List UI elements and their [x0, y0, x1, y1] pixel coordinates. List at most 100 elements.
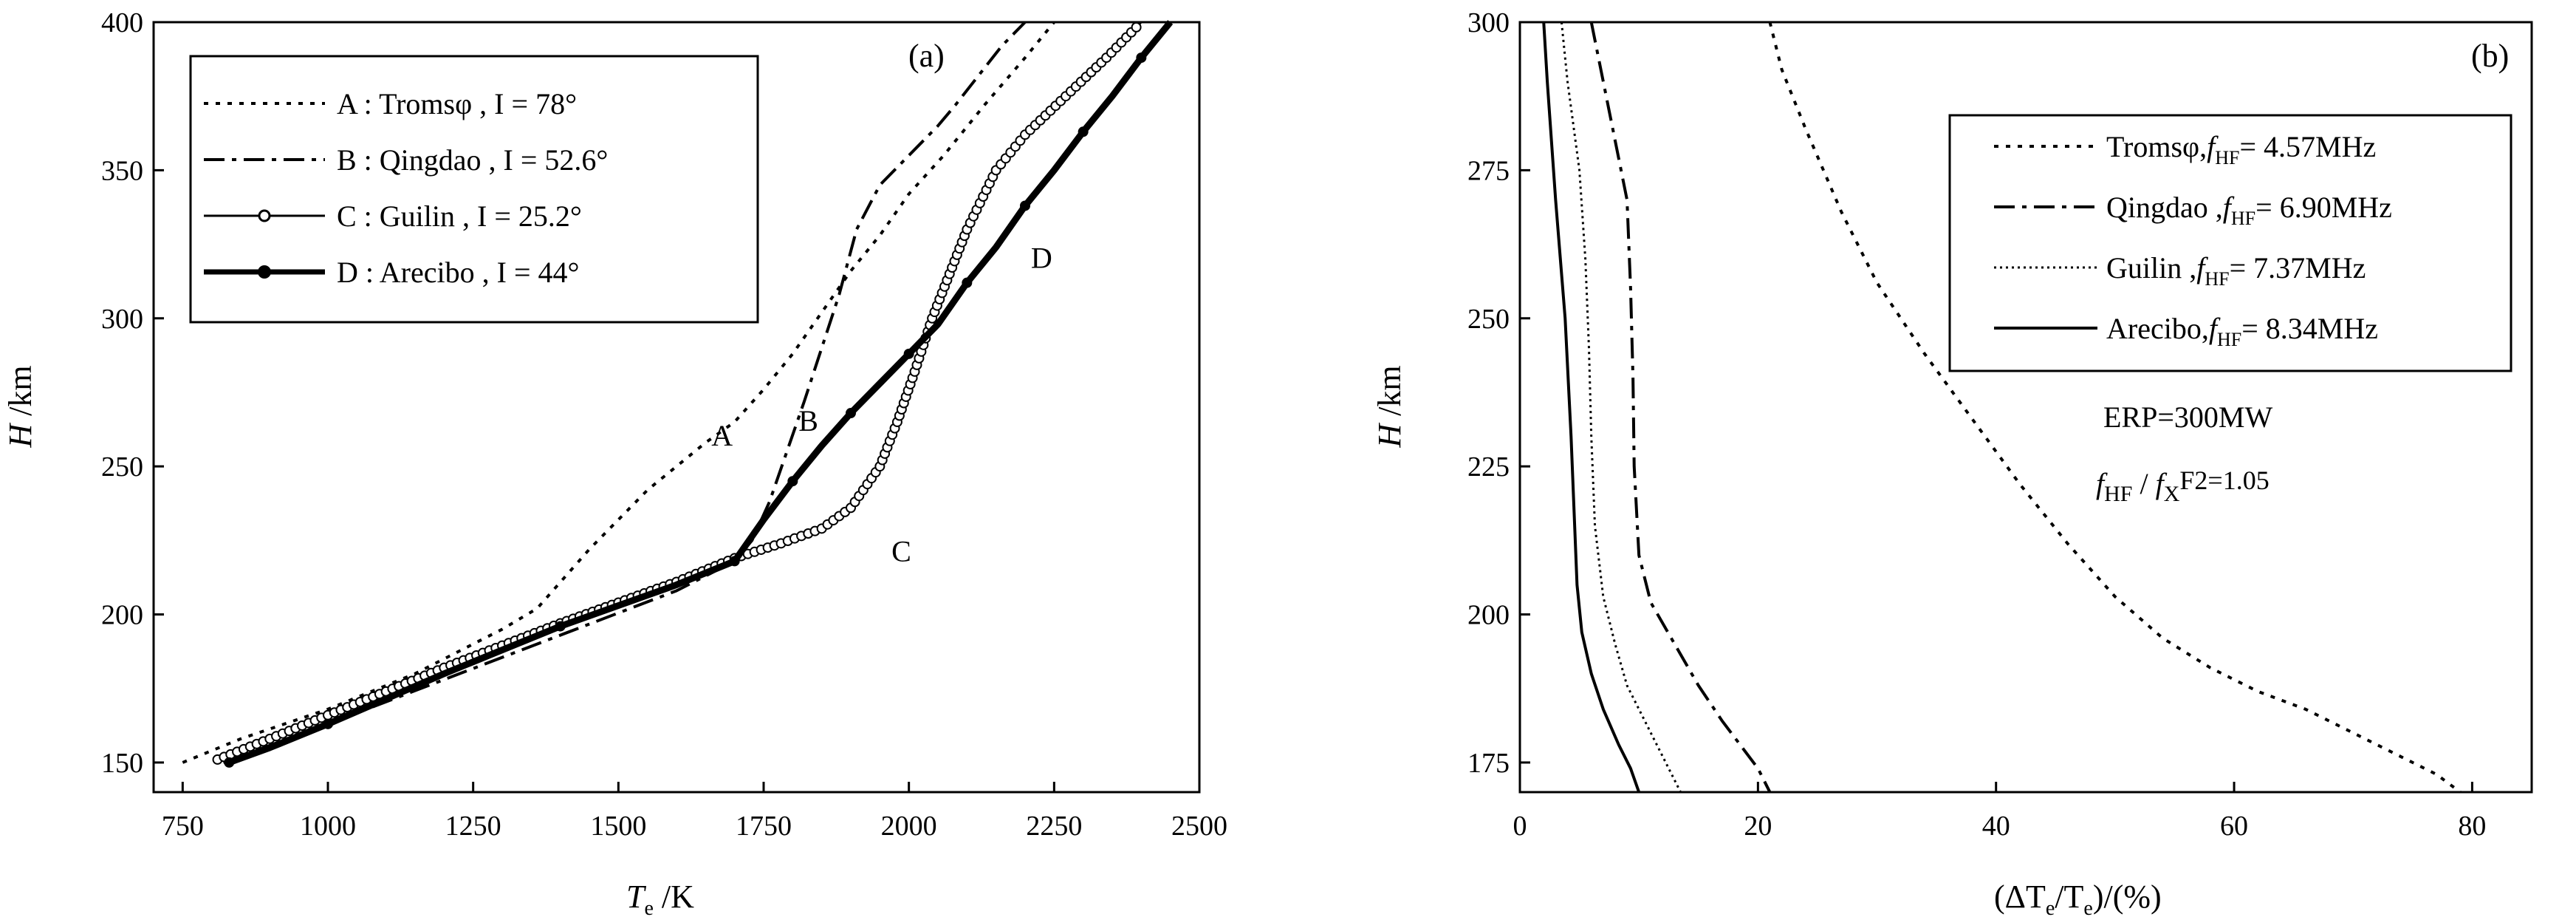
- panel-a-label: (a): [908, 38, 945, 74]
- x-tick-label: 1000: [300, 811, 356, 842]
- panel-a-x-ticks: 750 1000 1250 1500 1750 2000 2250 2500: [162, 782, 1227, 842]
- panel-a-x-axis-title: Te /K: [626, 879, 694, 917]
- panel-b-xlabel-part1: (ΔT: [1994, 879, 2046, 915]
- ratio-sub2: X: [2164, 482, 2180, 506]
- y-tick-label: 175: [1467, 748, 1510, 779]
- erp-annotation: ERP=300MW: [2103, 400, 2272, 434]
- legend-b-site: Qingdao ,: [2106, 191, 2223, 224]
- panel-b-label: (b): [2471, 38, 2509, 74]
- panel-b-ylabel-unit: /km: [1371, 365, 1408, 423]
- x-tick-label: 750: [162, 811, 204, 842]
- ratio-sub1: HF: [2104, 482, 2132, 506]
- curve-label-d: D: [1031, 242, 1052, 275]
- panel-b-xlabel-unit: )/(%): [2093, 879, 2162, 915]
- panel-a-ylabel-symbol: H: [2, 423, 38, 449]
- panel-b-plot-frame: [1518, 21, 2533, 794]
- panel-b-xlabel-sub2: e: [2083, 897, 2092, 917]
- panel-a-y-axis-title: H /km: [2, 365, 38, 448]
- legend-b-site: Tromsφ,: [2106, 130, 2207, 163]
- panel-a-legend: A : Tromsφ , I = 78° B : Qingdao , I = 52…: [189, 55, 759, 324]
- x-tick-label: 0: [1513, 811, 1527, 842]
- y-tick-label: 250: [1467, 304, 1510, 335]
- panel-b-y-axis-title: H /km: [1371, 365, 1408, 448]
- legend-b-label-3: Guilin ,fHF= 7.37MHz: [2106, 251, 2366, 290]
- x-tick-label: 1750: [736, 811, 792, 842]
- series-marker: [903, 348, 914, 359]
- panel-a-chart: 750 1000 1250 1500 1750 2000 2250 2500 150 200 25…: [2, 7, 1227, 917]
- x-tick-label: 60: [2220, 811, 2248, 842]
- panel-a-y-ticks: 150 200 250 300 350 400: [101, 7, 164, 779]
- panel-b-x-ticks: 0 20 40 60 80: [1513, 782, 2486, 842]
- y-tick-label: 350: [101, 155, 143, 186]
- legend-b-freq: = 8.34MHz: [2241, 312, 2378, 345]
- series-marker: [1078, 126, 1089, 137]
- legend-marker: [258, 209, 271, 222]
- y-tick-label: 150: [101, 748, 143, 779]
- y-tick-label: 200: [1467, 600, 1510, 631]
- y-tick-label: 300: [1467, 7, 1510, 38]
- panel-a-annotations: A B C D: [711, 242, 1052, 568]
- legend-b-site: Arecibo,: [2106, 312, 2209, 345]
- series-line-1: [1768, 21, 2462, 794]
- legend-b-label-2: Qingdao ,fHF= 6.90MHz: [2106, 191, 2392, 229]
- y-tick-label: 200: [101, 600, 143, 631]
- frequency-ratio-annotation: fHF / fXF2=1.05: [2096, 466, 2270, 506]
- legend-label-4: D : Arecibo , I = 44°: [337, 256, 580, 289]
- panel-a-series: [182, 20, 1174, 768]
- panel-a-xlabel-sub: e: [644, 897, 653, 917]
- legend-b-sub: HF: [2231, 208, 2255, 229]
- y-tick-label: 275: [1467, 155, 1510, 186]
- legend-b-sub: HF: [2217, 329, 2241, 350]
- series-marker: [962, 277, 973, 288]
- panel-a-xlabel-symbol: T: [626, 879, 647, 915]
- panel-b-series: [1542, 21, 2462, 794]
- series-marker: [224, 757, 235, 768]
- legend-label-2: B : Qingdao , I = 52.6°: [337, 143, 608, 177]
- panel-b-xlabel-sub1: e: [2046, 897, 2055, 917]
- series-line-3: [1560, 21, 1682, 793]
- legend-marker: [258, 265, 271, 279]
- series-line-4: [227, 20, 1174, 766]
- x-tick-label: 20: [1744, 811, 1772, 842]
- x-tick-label: 2000: [881, 811, 937, 842]
- panel-a-ylabel-unit: /km: [2, 365, 38, 423]
- series-marker: [1136, 52, 1147, 64]
- panel-a-legend-frame: [189, 55, 759, 324]
- series-marker: [787, 476, 798, 487]
- series-marker: [1020, 200, 1030, 211]
- panel-b-y-ticks: 175 200 225 250 275 300: [1467, 7, 1530, 779]
- x-tick-label: 2500: [1171, 811, 1227, 842]
- panel-a-plot-frame: [152, 21, 1201, 794]
- legend-b-freq: = 7.37MHz: [2230, 251, 2366, 284]
- legend-label-1: A : Tromsφ , I = 78°: [337, 87, 577, 120]
- legend-b-sub: HF: [2205, 268, 2229, 290]
- y-tick-label: 225: [1467, 451, 1510, 483]
- series-line-4: [1542, 21, 1641, 793]
- legend-b-sub: HF: [2215, 147, 2239, 168]
- ratio-end: F2=1.05: [2179, 466, 2269, 495]
- legend-b-label-1: Tromsφ,fHF= 4.57MHz: [2106, 130, 2376, 168]
- curve-label-c: C: [891, 534, 911, 567]
- y-tick-label: 300: [101, 304, 143, 335]
- series-marker: [323, 718, 333, 729]
- panel-b-ylabel-symbol: H: [1371, 423, 1408, 449]
- curve-label-a: A: [711, 419, 733, 452]
- y-tick-label: 250: [101, 451, 143, 483]
- y-tick-label: 400: [101, 7, 143, 38]
- x-tick-label: 2250: [1026, 811, 1082, 842]
- x-tick-label: 1500: [590, 811, 646, 842]
- panel-b-xlabel-part2: /T: [2055, 879, 2083, 915]
- panel-a-xlabel-unit: /K: [654, 879, 694, 915]
- series-marker: [555, 621, 566, 632]
- series-marker: [729, 556, 740, 567]
- legend-b-label-4: Arecibo,fHF= 8.34MHz: [2106, 312, 2378, 350]
- ratio-slash: /: [2132, 467, 2155, 500]
- legend-b-freq: = 4.57MHz: [2240, 130, 2377, 163]
- legend-label-3: C : Guilin , I = 25.2°: [337, 200, 582, 233]
- series-marker: [1131, 21, 1142, 33]
- series-marker: [846, 408, 856, 419]
- x-tick-label: 40: [1982, 811, 2010, 842]
- x-tick-label: 1250: [445, 811, 501, 842]
